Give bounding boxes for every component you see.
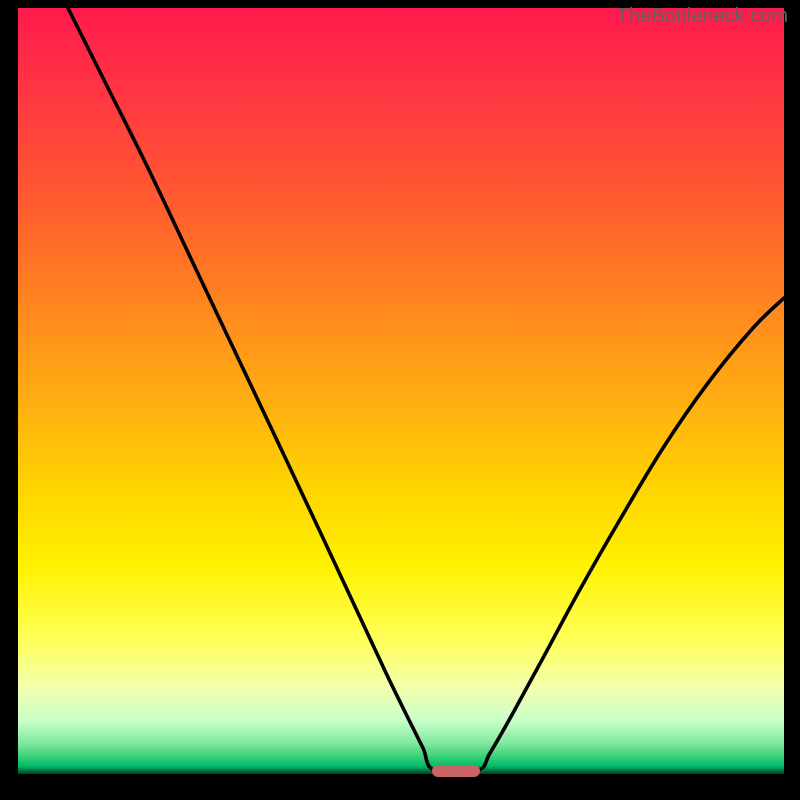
bottleneck-marker	[432, 765, 480, 777]
watermark-text: TheBottleneck.com	[617, 5, 788, 28]
curve-layer	[18, 8, 784, 774]
bottleneck-curve	[68, 8, 784, 772]
chart-frame: TheBottleneck.com	[0, 0, 800, 800]
plot-area	[18, 8, 784, 774]
